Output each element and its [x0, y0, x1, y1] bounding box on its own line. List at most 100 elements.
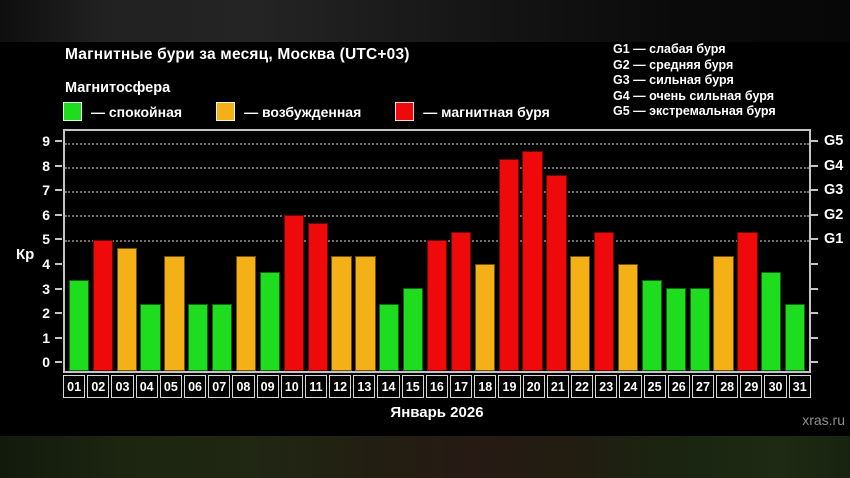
day-label-19: 19 [498, 375, 521, 398]
y-tick-label: 6 [42, 206, 50, 223]
y-tick-mark [55, 213, 62, 216]
bar-series [65, 131, 809, 371]
y-tick-label: 5 [42, 231, 50, 248]
day-label-28: 28 [716, 375, 739, 398]
g-scale-label-g4: G4 [824, 157, 844, 174]
top-letterbox-band [0, 0, 850, 42]
bar-day-29-kp-5.33 [737, 231, 758, 371]
gridline-kp9 [65, 142, 809, 145]
bar-slot-day-02 [91, 131, 115, 371]
bar-slot-day-29 [736, 131, 760, 371]
y-axis-title: Кр [16, 246, 35, 263]
day-label-24: 24 [619, 375, 642, 398]
bar-slot-day-17 [449, 131, 473, 371]
bar-slot-day-09 [258, 131, 282, 371]
day-label-17: 17 [450, 375, 473, 398]
legend-label: — магнитная буря [423, 103, 550, 120]
g-scale-label-g1: G1 [824, 231, 844, 248]
x-axis-day-labels: 01 02 03 04 05 06 07 08 09 10 11 12 13 14 15 16 17 18 19 20… [63, 375, 811, 398]
y-tick-label: 2 [42, 305, 50, 322]
bar-slot-day-20 [521, 131, 545, 371]
day-label-26: 26 [667, 375, 690, 398]
g-scale-label-g2: G2 [824, 206, 844, 223]
bar-slot-day-27 [688, 131, 712, 371]
day-label-04: 04 [135, 375, 158, 398]
y-tick-mark [55, 238, 62, 241]
right-tick-mark [811, 312, 818, 315]
bar-day-12-kp-4.33 [331, 255, 352, 371]
right-tick-mark [811, 287, 818, 290]
y-tick-label: 4 [42, 256, 50, 273]
day-label-08: 08 [232, 375, 255, 398]
y-tick-label: 1 [42, 329, 50, 346]
y-tick-mark [55, 164, 62, 167]
y-tick-mark [55, 312, 62, 315]
bar-slot-day-12 [330, 131, 354, 371]
legend-heading: Магнитосфера [65, 80, 171, 96]
day-label-07: 07 [208, 375, 231, 398]
bar-day-02-kp-5 [92, 239, 113, 371]
bar-slot-day-07 [210, 131, 234, 371]
storm-scale-line: G1 — слабая буря [613, 42, 726, 56]
bar-day-07-kp-2.33 [212, 304, 233, 371]
bar-slot-day-10 [282, 131, 306, 371]
bar-day-08-kp-4.33 [235, 255, 257, 371]
day-label-15: 15 [401, 375, 424, 398]
legend-item-storm: — магнитная буря [395, 102, 550, 121]
day-label-14: 14 [377, 375, 400, 398]
legend-swatch-storm [395, 102, 415, 121]
storm-scale-line: G5 — экстремальная буря [613, 104, 776, 119]
bar-slot-day-16 [425, 131, 449, 371]
day-label-23: 23 [595, 375, 618, 398]
legend-label: — спокойная [91, 103, 183, 120]
y-tick-mark [55, 140, 62, 143]
y-tick-label: 9 [42, 133, 50, 150]
bar-day-18-kp-4 [474, 263, 495, 371]
bar-slot-day-13 [354, 131, 378, 371]
legend-swatch-unsettled [216, 102, 236, 121]
day-label-18: 18 [474, 375, 497, 398]
bar-slot-day-24 [616, 131, 640, 371]
y-tick-mark [55, 287, 62, 290]
bar-slot-day-05 [163, 131, 187, 371]
bar-slot-day-28 [712, 131, 736, 371]
bar-slot-day-15 [401, 131, 425, 371]
gridline-kp6 [65, 215, 809, 218]
x-axis-title: Январь 2026 [390, 404, 484, 421]
watermark: xras.ru [802, 412, 845, 428]
bar-slot-day-11 [306, 131, 330, 371]
day-label-06: 06 [183, 375, 207, 398]
right-tick-mark [811, 164, 818, 167]
y-tick-mark [55, 189, 62, 192]
day-label-21: 21 [546, 375, 569, 398]
gridline-kp7 [65, 191, 809, 194]
y-tick-label: 8 [42, 157, 50, 174]
day-label-13: 13 [353, 375, 376, 398]
bar-slot-day-14 [377, 131, 401, 371]
bar-slot-day-25 [640, 131, 664, 371]
storm-scale-line: G4 — очень сильная буря [613, 88, 774, 103]
right-tick-mark [811, 361, 818, 364]
right-tick-mark [811, 336, 818, 339]
day-label-09: 09 [256, 375, 279, 398]
bar-slot-day-30 [759, 131, 783, 371]
bar-day-05-kp-4.33 [164, 255, 185, 371]
bar-day-24-kp-4 [617, 263, 639, 371]
right-tick-mark [811, 189, 818, 192]
bar-day-16-kp-5 [426, 239, 448, 371]
y-tick-mark [55, 361, 62, 364]
bar-slot-day-01 [67, 131, 91, 371]
bar-day-11-kp-5.67 [307, 223, 328, 371]
right-tick-mark [811, 238, 818, 241]
right-tick-mark [811, 263, 818, 266]
right-tick-mark [811, 213, 818, 216]
bottom-letterbox-band [0, 436, 850, 478]
bar-day-01-kp-3.33 [68, 280, 90, 371]
day-label-27: 27 [691, 375, 715, 398]
day-label-22: 22 [570, 375, 594, 398]
g-scale-label-g5: G5 [824, 133, 844, 150]
bar-day-20-kp-8.67 [522, 150, 543, 371]
legend-label: — возбужденная [244, 103, 362, 120]
y-tick-label: 7 [42, 182, 50, 199]
bar-slot-day-19 [497, 131, 521, 371]
